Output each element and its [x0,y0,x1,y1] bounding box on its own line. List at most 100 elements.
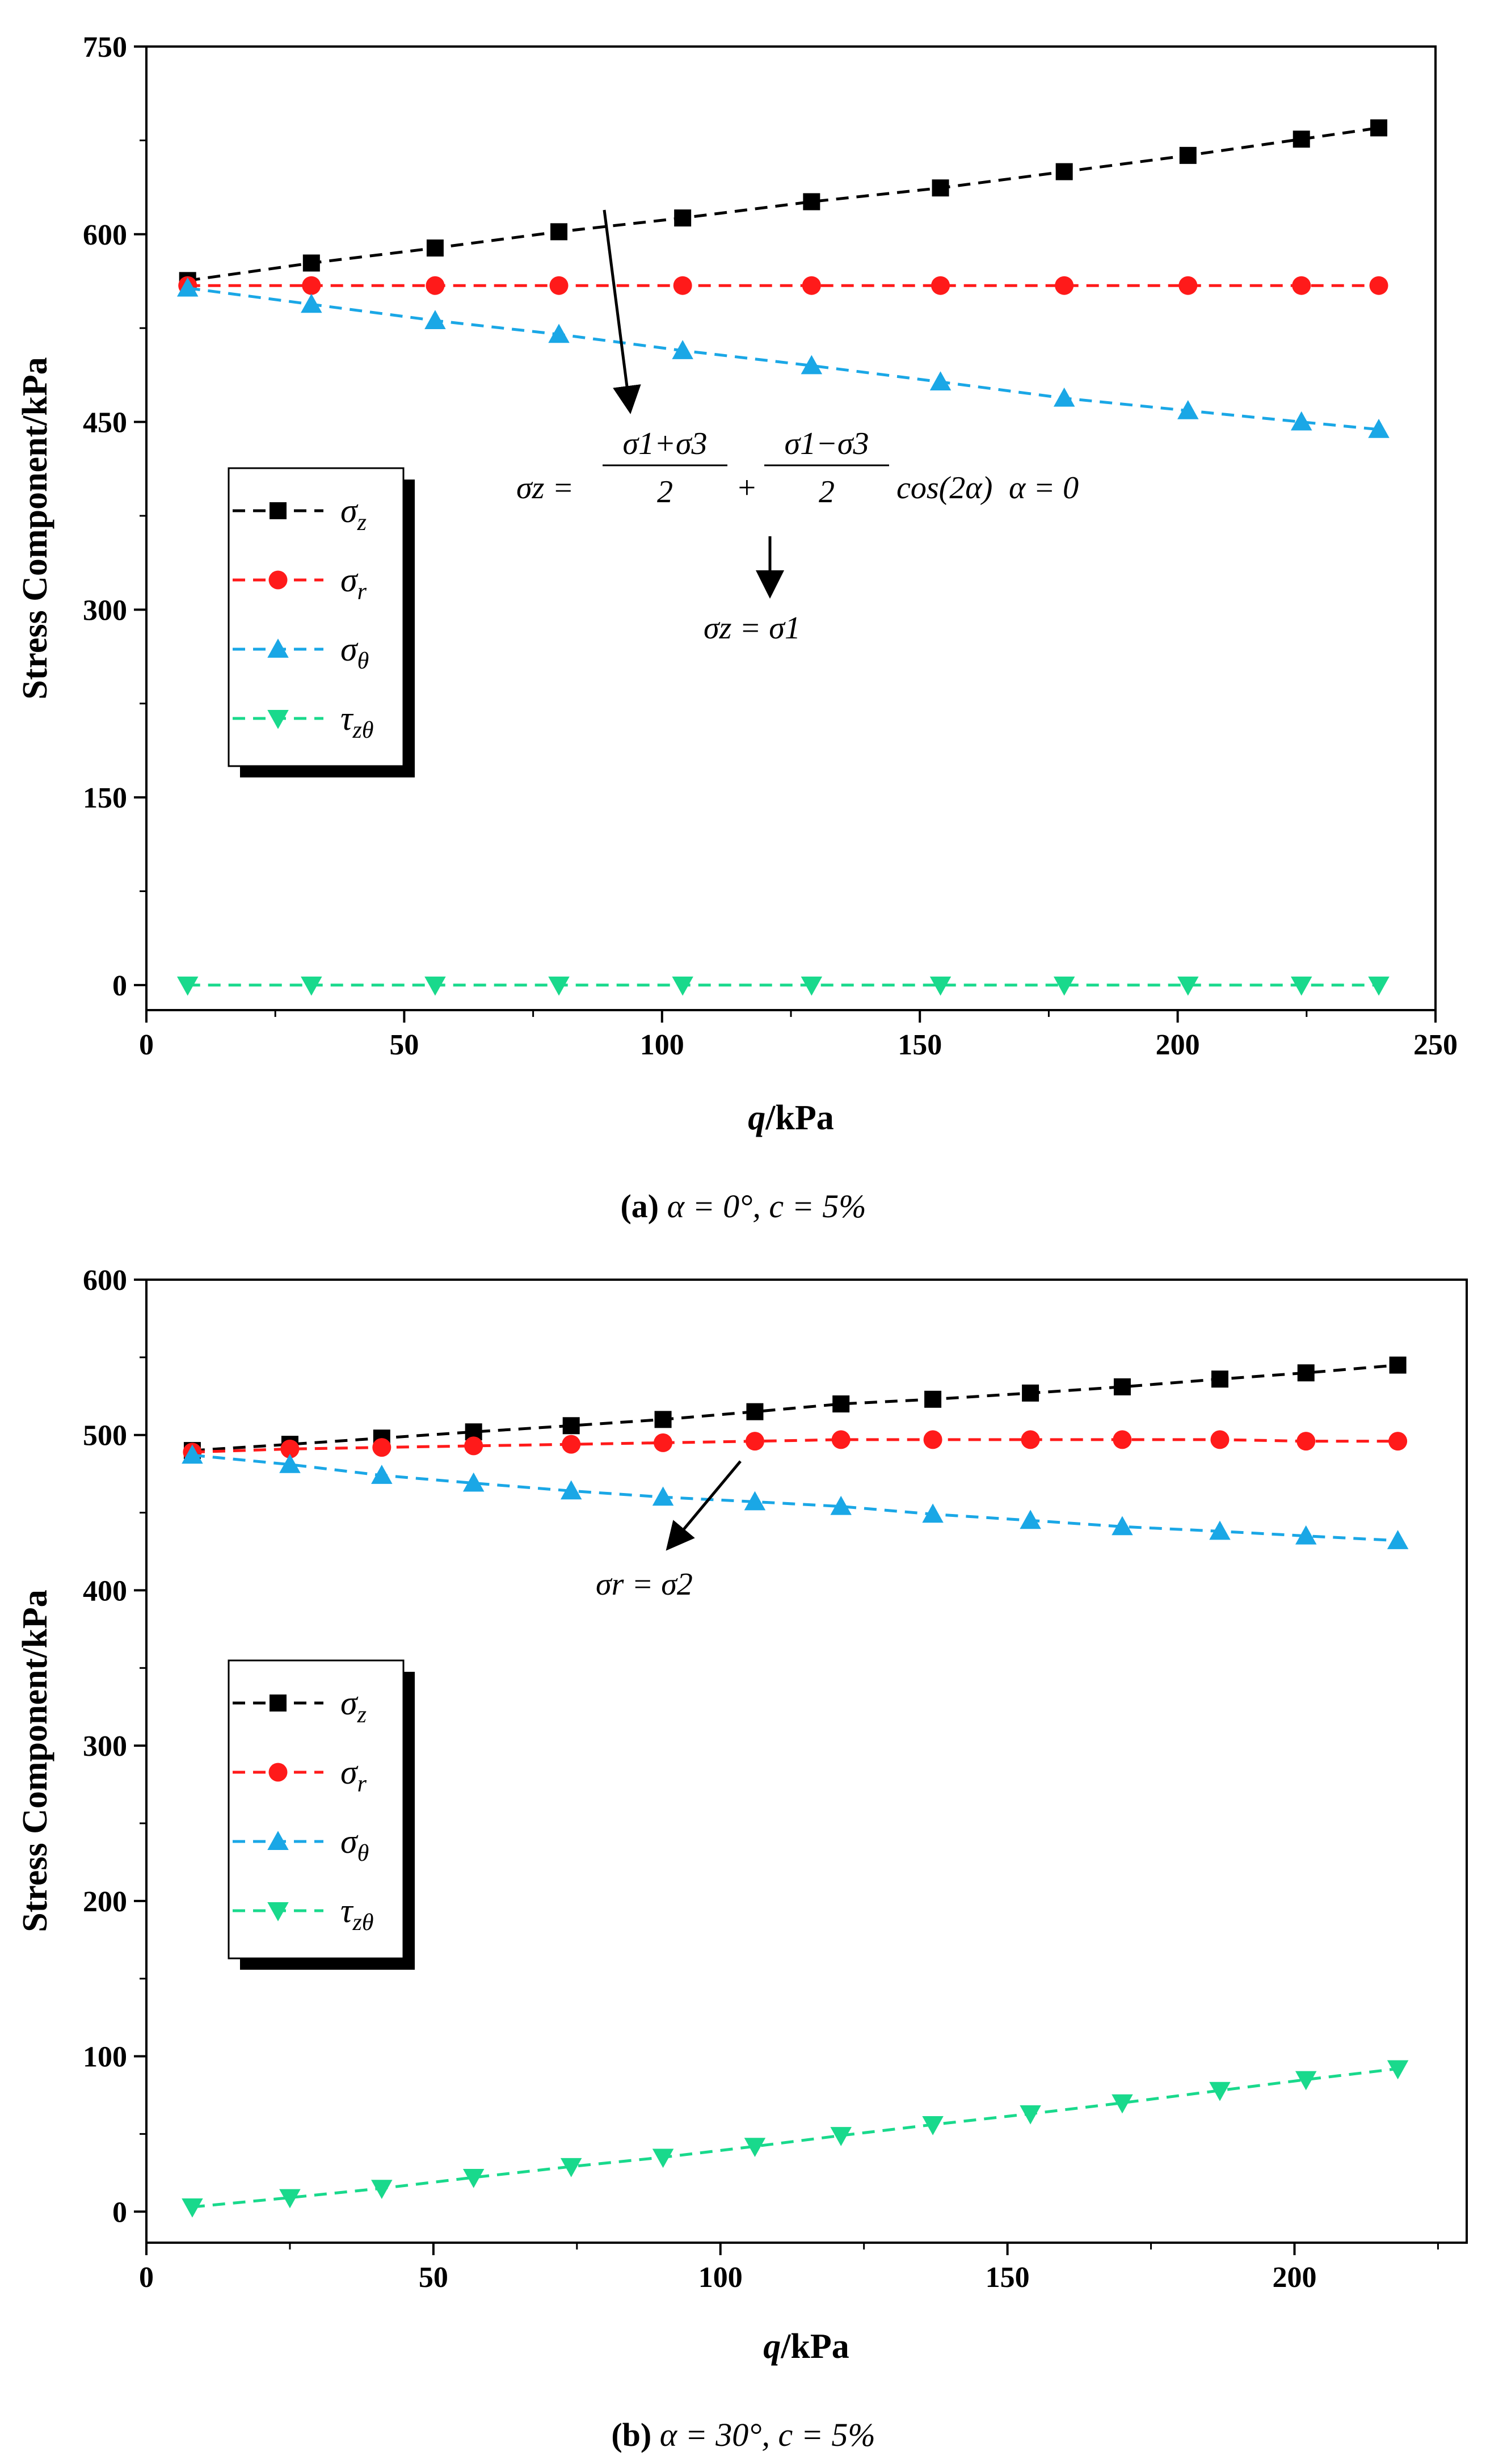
legend-label-tau_ztheta-b: τzθ [340,1892,373,1936]
series-layer-a [176,119,1390,996]
series-line-sigma_z-a [187,126,1379,282]
tick-labels-a: 0 50 100 150 200 250 0 150 300 450 600 750 [83,31,1458,1061]
point-sigma_z-b-12 [1297,1364,1315,1382]
point-tau_ztheta-b-7 [830,2127,852,2146]
point-sigma_theta-a-8 [1177,400,1199,419]
legend-marker-sigma_r-b [268,1763,288,1782]
y-tick-label-b-5: 500 [83,1420,127,1452]
plot-frame-b [145,1279,1468,2244]
point-sigma_z-b-10 [1113,1378,1131,1395]
y-tick-label-a-5: 750 [83,31,127,64]
formula-frac1-num: σ1+σ3 [622,426,707,461]
legend-marker-sigma_z-a [270,502,287,519]
point-sigma_r-a-4 [673,276,692,295]
y-tick-label-a-1: 150 [83,782,127,814]
point-sigma_theta-a-3 [548,323,570,343]
point-sigma_theta-b-5 [652,1486,674,1506]
y-tick-label-a-4: 600 [83,219,127,251]
point-sigma_r-a-2 [426,276,445,295]
point-tau_ztheta-a-1 [301,976,322,996]
x-tick-label-a-0: 0 [139,1029,154,1061]
formula-lhs: σz = [516,470,574,506]
legend-marker-tau_ztheta-a [267,710,289,729]
legend-label-sigma_theta-b: σθ [340,1823,369,1866]
point-sigma_r-a-1 [302,276,321,295]
y-tick-label-b-1: 100 [83,2041,127,2074]
point-sigma_theta-a-9 [1290,411,1312,431]
point-tau_ztheta-a-2 [424,976,446,996]
point-sigma_r-b-5 [654,1433,673,1452]
point-tau_ztheta-b-3 [462,2169,485,2188]
point-tau_ztheta-a-3 [548,976,570,996]
point-sigma_r-a-8 [1178,276,1198,295]
point-sigma_theta-b-1 [279,1453,301,1473]
legend-box-b [228,1659,405,1960]
point-sigma_theta-a-6 [929,371,952,390]
legend-box-a [228,467,405,767]
formula-alpha-note: α = 0 [1009,470,1079,506]
point-sigma_r-a-7 [1055,276,1074,295]
point-sigma_r-b-7 [831,1430,851,1449]
y-tick-label-b-3: 300 [83,1730,127,1763]
point-sigma_r-b-3 [464,1436,483,1456]
legend-items-b: σz σr σθ τzθ [233,1684,373,1936]
point-sigma_z-b-7 [832,1395,850,1412]
formula-frac2-den: 2 [819,474,835,510]
point-tau_ztheta-b-6 [744,2138,766,2158]
point-sigma_theta-b-6 [744,1491,766,1511]
series-line-sigma_z-b [192,1364,1398,1452]
result-annotation-a: σz = σ1 [704,611,801,646]
x-tick-label-a-3: 150 [898,1029,942,1061]
point-sigma_r-a-6 [931,276,950,295]
point-sigma_z-a-3 [550,223,568,241]
point-sigma_theta-b-10 [1112,1516,1133,1536]
point-sigma_r-b-4 [562,1435,581,1454]
point-tau_ztheta-b-13 [1387,2060,1409,2080]
formula-frac1-den: 2 [657,474,673,510]
legend-items-a: σz σr σθ τzθ [233,492,373,743]
legend-label-tau_ztheta-a: τzθ [340,700,373,743]
x-tick-label-a-2: 100 [640,1029,684,1061]
point-sigma_theta-b-4 [560,1480,582,1500]
caption-b-letter: (b) [611,2416,651,2453]
point-sigma_theta-a-5 [801,355,823,375]
series-layer-b [182,1356,1409,2218]
point-tau_ztheta-b-4 [560,2158,582,2177]
y-tick-label-b-6: 600 [83,1264,127,1297]
point-sigma_r-b-13 [1388,1432,1408,1451]
annotation-arrow-a1 [603,209,641,414]
point-tau_ztheta-a-9 [1290,976,1312,996]
formula-frac2-num: σ1−σ3 [784,426,869,461]
x-tick-label-a-4: 200 [1156,1029,1200,1061]
legend-label-sigma_z-b: σz [340,1684,367,1728]
ticks-layer-b [134,1279,1439,2255]
x-tick-label-b-2: 100 [698,2261,743,2294]
point-sigma_theta-a-2 [424,310,446,329]
legend-marker-tau_ztheta-b [267,1902,289,1921]
point-sigma_r-a-5 [802,276,821,295]
point-sigma_z-b-8 [924,1390,942,1408]
legend-label-sigma_z-a: σz [340,492,367,536]
point-tau_ztheta-b-0 [182,2198,203,2218]
point-sigma_theta-b-9 [1020,1509,1041,1529]
point-sigma_z-a-7 [1055,163,1073,180]
point-tau_ztheta-a-4 [672,976,693,996]
point-sigma_r-a-3 [549,276,569,295]
point-sigma_theta-a-1 [301,293,322,313]
point-sigma_theta-b-3 [462,1472,485,1492]
point-tau_ztheta-b-8 [922,2116,944,2135]
formula-cos: cos(2α) [896,470,992,506]
point-sigma_theta-a-10 [1368,419,1390,438]
y-tick-label-a-3: 450 [83,407,127,439]
legend-marker-sigma_z-b [270,1694,287,1712]
result-annotation-b: σr = σ2 [596,1567,693,1602]
y-tick-label-b-0: 0 [112,2196,127,2228]
legend-label-sigma_theta-a: σθ [340,630,369,674]
x-tick-label-b-1: 50 [419,2261,448,2294]
annotation-arrow-b1 [666,1460,742,1551]
caption-a-letter: (a) [620,1188,659,1225]
point-sigma_r-b-12 [1296,1432,1316,1451]
legend-label-sigma_r-a: σr [340,561,367,605]
point-sigma_z-a-1 [302,254,320,272]
